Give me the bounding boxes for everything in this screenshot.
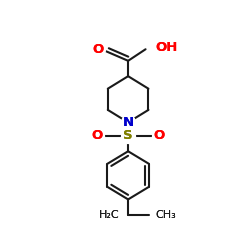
- Text: OH: OH: [155, 41, 178, 54]
- Text: N: N: [122, 116, 134, 129]
- Text: CH₃: CH₃: [155, 210, 176, 220]
- Text: O: O: [92, 43, 104, 56]
- Text: S: S: [123, 130, 133, 142]
- Text: OH: OH: [155, 41, 178, 54]
- Text: O: O: [92, 130, 103, 142]
- Text: O: O: [154, 130, 165, 142]
- Text: N: N: [122, 116, 134, 129]
- Text: O: O: [154, 130, 165, 142]
- Text: CH₃: CH₃: [155, 210, 176, 220]
- Text: H₂C: H₂C: [99, 210, 119, 220]
- Text: S: S: [123, 130, 133, 142]
- Text: O: O: [92, 43, 104, 56]
- Text: O: O: [92, 130, 103, 142]
- Text: H₂C: H₂C: [99, 210, 119, 220]
